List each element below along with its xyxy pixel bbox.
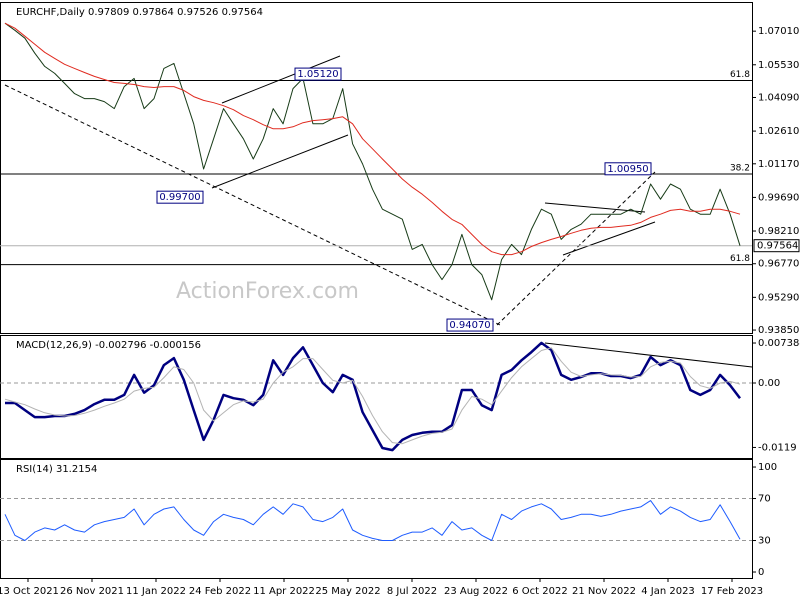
panel-title: MACD(12,26,9) -0.002796 -0.000156	[16, 340, 201, 351]
y-tick-label: 0	[758, 567, 764, 578]
fib-label: 61.8	[730, 70, 750, 80]
y-tick-label: 0.00	[758, 378, 780, 389]
level-label: 1.05120	[297, 69, 338, 80]
y-tick-label: 0.98210	[758, 226, 799, 237]
y-tick-label: 1.04090	[758, 92, 799, 103]
y-tick-label: 100	[758, 462, 777, 473]
level-box	[446, 318, 494, 332]
y-tick-label: 1.02610	[758, 126, 799, 137]
macd-trendline	[544, 342, 753, 368]
y-tick-label: -0.0119	[758, 442, 797, 453]
macd-panel	[0, 335, 753, 459]
channel-line	[211, 134, 349, 189]
y-tick-label: 70	[758, 494, 771, 505]
y-tick-label: 30	[758, 536, 771, 547]
y-tick-label: 0.93850	[758, 325, 799, 336]
x-tick-label: 4 Jan 2023	[641, 586, 695, 597]
channel-line	[221, 55, 341, 104]
x-tick-label: 17 Feb 2023	[701, 586, 763, 597]
triangle-line	[544, 202, 646, 213]
current-price-label: 0.97564	[757, 241, 798, 252]
y-tick-label: 0.007384	[758, 338, 800, 349]
trendline	[496, 171, 656, 326]
x-tick-label: 11 Jan 2022	[126, 586, 186, 597]
x-tick-label: 13 Oct 2021	[0, 586, 59, 597]
x-tick-label: 24 Feb 2022	[189, 586, 251, 597]
trendline	[4, 84, 501, 326]
x-tick-label: 6 Oct 2022	[512, 586, 567, 597]
series-line	[4, 347, 741, 445]
quote: 0.97809 0.97864 0.97526 0.97564	[88, 7, 263, 18]
series-line	[4, 500, 741, 541]
x-tick-label: 26 Nov 2021	[60, 586, 124, 597]
triangle-line	[562, 221, 656, 256]
plot-layer: EURCHF,Daily 0.97809 0.97864 0.97526 0.97…	[0, 7, 800, 597]
series-line	[4, 22, 741, 301]
fib-label: 38.2	[730, 164, 750, 174]
y-tick-label: 1.07010	[758, 26, 799, 37]
level-box	[294, 67, 342, 81]
watermark: ActionForex.com	[176, 279, 359, 304]
panel-title: EURCHF,Daily	[16, 7, 85, 18]
panel-title: RSI(14) 31.2154	[16, 464, 97, 475]
y-tick-label: 0.99690	[758, 192, 799, 203]
trendlines	[4, 55, 753, 368]
y-tick-label: 0.96770	[758, 259, 799, 270]
series-line	[4, 22, 741, 256]
x-tick-label: 21 Nov 2022	[572, 586, 636, 597]
x-tick-label: 8 Jul 2022	[387, 586, 437, 597]
level-label: 1.00950	[607, 164, 648, 175]
level-label: 0.94070	[449, 320, 490, 331]
x-tick-label: 11 Apr 2022	[253, 586, 315, 597]
level-box	[604, 162, 652, 176]
series-line	[5, 341, 741, 452]
y-tick-label: 0.95290	[758, 292, 799, 303]
y-tick-label: 1.05530	[758, 60, 799, 71]
x-tick-label: 23 Aug 2022	[444, 586, 508, 597]
level-label: 0.99700	[159, 192, 200, 203]
level-box	[156, 190, 204, 204]
rsi-panel	[0, 459, 753, 579]
fib-label: 61.8	[730, 254, 750, 264]
price-panel	[0, 2, 753, 334]
current-price-box	[753, 239, 800, 253]
y-tick-label: 1.01170	[758, 159, 799, 170]
x-tick-label: 25 May 2022	[315, 586, 380, 597]
